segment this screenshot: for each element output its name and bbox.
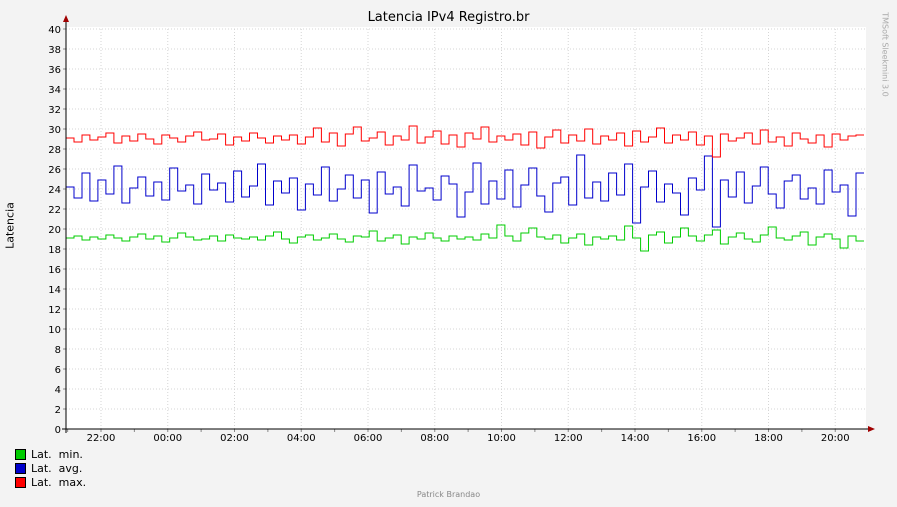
legend-label-max: Lat. max. [31, 475, 87, 489]
x-tick-label: 10:00 [487, 433, 516, 444]
y-tick-label: 2 [55, 405, 61, 416]
y-tick-label: 34 [48, 85, 61, 96]
x-tick-label: 14:00 [621, 433, 650, 444]
y-tick-label: 30 [48, 125, 61, 136]
legend-item-avg: Lat. avg. [15, 461, 86, 475]
x-tick-label: 20:00 [821, 433, 850, 444]
y-axis-label: Latencia [3, 202, 17, 249]
y-tick-label: 28 [48, 145, 61, 156]
legend-item-max: Lat. max. [15, 475, 86, 489]
y-tick-label: 16 [48, 265, 61, 276]
legend: Lat. min. Lat. avg. Lat. max. [15, 447, 86, 489]
y-tick-label: 18 [48, 245, 61, 256]
chart-title: Latencia IPv4 Registro.br [367, 10, 530, 25]
y-tick-label: 10 [48, 325, 61, 336]
legend-item-min: Lat. min. [15, 447, 86, 461]
series-line-avg [66, 154, 864, 228]
x-axis-arrow [868, 426, 875, 432]
axes [62, 15, 875, 433]
x-tick-label: 22:00 [87, 433, 116, 444]
y-tick-label: 0 [55, 425, 61, 436]
x-tick-label: 12:00 [554, 433, 583, 444]
footer-credit: Patrick Brandao [416, 490, 481, 499]
series-lines [66, 125, 864, 252]
y-tick-label: 14 [48, 285, 61, 296]
y-tick-label: 26 [48, 165, 61, 176]
series-line-max [66, 125, 864, 158]
legend-swatch-min [15, 448, 26, 460]
y-tick-label: 32 [48, 105, 61, 116]
x-tick-label: 18:00 [754, 433, 783, 444]
x-tick-label: 06:00 [354, 433, 383, 444]
x-tick-label: 00:00 [153, 433, 182, 444]
legend-swatch-max [15, 476, 26, 488]
legend-swatch-avg [15, 462, 26, 474]
legend-label-avg: Lat. avg. [31, 461, 83, 475]
y-tick-label: 20 [48, 225, 61, 236]
grid [66, 28, 866, 429]
x-tick-label: 16:00 [687, 433, 716, 444]
y-tick-label: 22 [48, 205, 61, 216]
y-tick-label: 40 [48, 25, 61, 36]
x-tick-label: 08:00 [420, 433, 449, 444]
y-tick-label: 8 [55, 345, 61, 356]
y-tick-label: 4 [55, 385, 61, 396]
watermark: TMSoft Sleekmini 3.0 [880, 12, 890, 97]
y-tick-label: 24 [48, 185, 61, 196]
series-line-min [66, 224, 864, 252]
y-tick-label: 36 [48, 65, 61, 76]
y-tick-label: 38 [48, 45, 61, 56]
y-tick-label: 6 [55, 365, 61, 376]
y-tick-label: 12 [48, 305, 61, 316]
y-axis-arrow [63, 15, 69, 22]
plot-area [66, 27, 866, 429]
x-tick-label: 04:00 [287, 433, 316, 444]
legend-label-min: Lat. min. [31, 447, 83, 461]
axis-ticks: 024681012141618202224262830323436384022:… [48, 25, 849, 444]
x-tick-label: 02:00 [220, 433, 249, 444]
